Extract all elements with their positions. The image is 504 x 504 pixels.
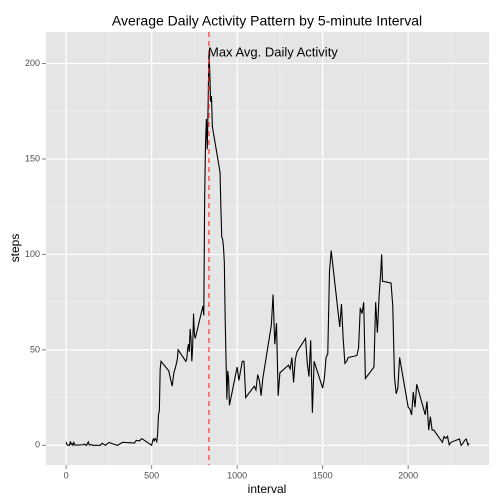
y-tick-label: 100 [25, 249, 40, 259]
y-tick-label: 150 [25, 153, 40, 163]
x-tick-label: 1500 [313, 470, 333, 480]
y-axis-label: steps [8, 234, 22, 263]
x-tick-label: 1000 [227, 470, 247, 480]
annotation: Max Avg. Daily Activity [208, 44, 338, 59]
y-tick-label: 0 [35, 440, 40, 450]
chart-title: Average Daily Activity Pattern by 5-minu… [112, 13, 422, 29]
x-tick-label: 2000 [398, 470, 418, 480]
marks [65, 32, 470, 465]
x-tick-label: 500 [144, 470, 159, 480]
y-tick-label: 50 [30, 344, 40, 354]
x-axis-label: interval [248, 482, 287, 496]
panel [46, 32, 489, 465]
x-tick-label: 0 [64, 470, 69, 480]
line [65, 51, 470, 447]
y-tick-label: 200 [25, 58, 40, 68]
grid [46, 32, 489, 465]
